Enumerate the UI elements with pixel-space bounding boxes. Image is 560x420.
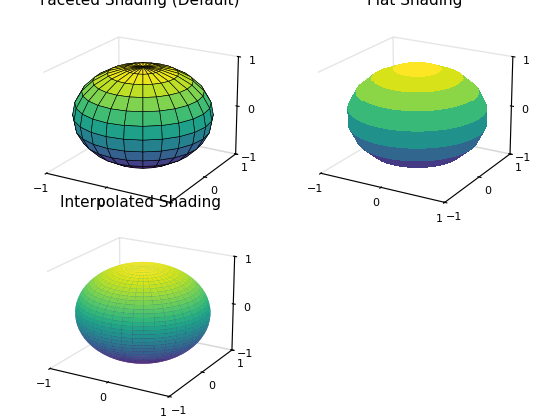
Title: Flat Shading: Flat Shading — [367, 0, 462, 8]
Title: Interpolated Shading: Interpolated Shading — [59, 195, 221, 210]
Title: Faceted Shading (Default): Faceted Shading (Default) — [40, 0, 240, 8]
